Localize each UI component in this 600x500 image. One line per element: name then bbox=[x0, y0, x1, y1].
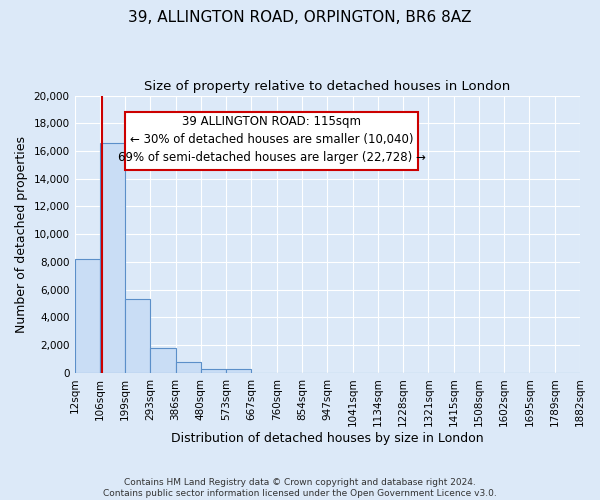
Text: 39 ALLINGTON ROAD: 115sqm: 39 ALLINGTON ROAD: 115sqm bbox=[182, 116, 361, 128]
Bar bbox=[226, 370, 251, 373]
Bar bbox=[125, 300, 151, 373]
Bar bbox=[176, 362, 201, 373]
Title: Size of property relative to detached houses in London: Size of property relative to detached ho… bbox=[144, 80, 511, 93]
FancyBboxPatch shape bbox=[125, 112, 418, 170]
Text: 69% of semi-detached houses are larger (22,728) →: 69% of semi-detached houses are larger (… bbox=[118, 152, 425, 164]
Bar bbox=[151, 348, 176, 373]
Text: Contains HM Land Registry data © Crown copyright and database right 2024.
Contai: Contains HM Land Registry data © Crown c… bbox=[103, 478, 497, 498]
Y-axis label: Number of detached properties: Number of detached properties bbox=[15, 136, 28, 332]
Text: ← 30% of detached houses are smaller (10,040): ← 30% of detached houses are smaller (10… bbox=[130, 134, 413, 146]
X-axis label: Distribution of detached houses by size in London: Distribution of detached houses by size … bbox=[171, 432, 484, 445]
Bar bbox=[201, 368, 226, 373]
Text: 39, ALLINGTON ROAD, ORPINGTON, BR6 8AZ: 39, ALLINGTON ROAD, ORPINGTON, BR6 8AZ bbox=[128, 10, 472, 25]
Bar bbox=[74, 259, 100, 373]
Bar bbox=[100, 142, 125, 373]
